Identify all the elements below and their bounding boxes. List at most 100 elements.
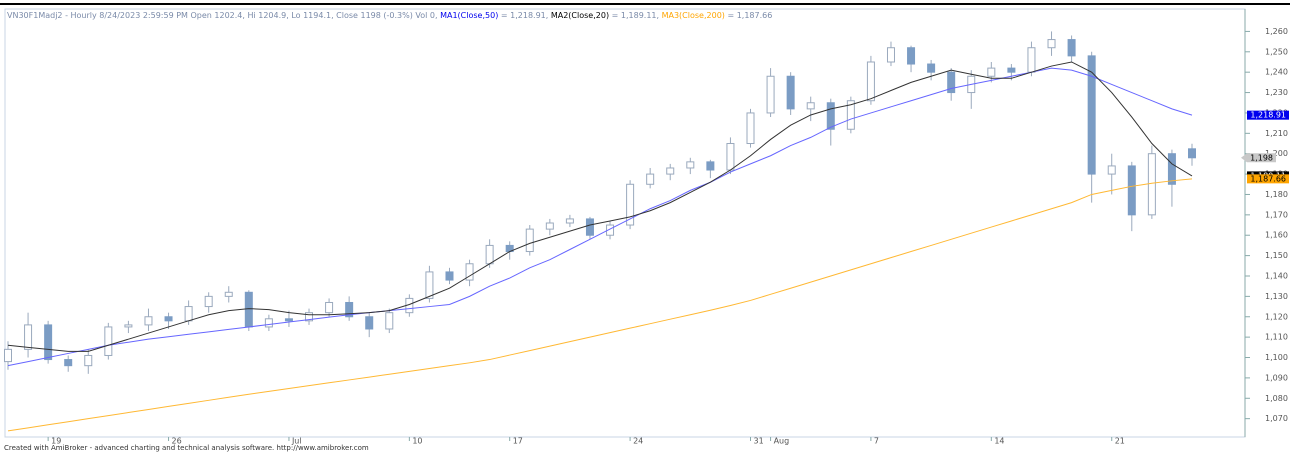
y-tick-label: 1,240 [1265,68,1288,77]
candle-body [124,324,133,328]
candle-body [325,301,334,314]
candle-body [465,263,474,281]
candle-body [746,112,755,145]
y-tick-label: 1,070 [1265,414,1288,423]
candle-body [84,354,93,367]
candle-body [184,306,193,322]
header-separator: , [657,11,662,20]
header-gap: , [435,11,440,20]
candle-body [886,47,895,63]
x-tick-label: Aug [774,437,790,446]
ma-line [7,61,1193,352]
candle-body [866,61,875,102]
ma-line [7,178,1193,432]
candle-body [987,67,996,77]
ma-marker [1247,174,1289,184]
x-tick-label: 14 [994,437,1004,446]
candle-body [385,312,394,330]
candle-body [224,291,233,297]
y-tick-label: 1,130 [1265,292,1288,301]
header-separator: , [546,11,551,20]
candle-body [24,324,33,350]
candle-body [726,143,735,171]
legend-value: 1,187.66 [737,11,773,20]
candle-body [565,218,574,224]
candle-body [545,222,554,230]
legend-value: 1,218.91 [510,11,546,20]
candle-body [1087,55,1096,175]
candle-body [305,312,314,322]
x-tick-label: 17 [513,437,523,446]
footer: Created with AmiBroker - advanced charti… [4,444,369,452]
candle-body [766,75,775,114]
y-tick-label: 1,080 [1265,394,1288,403]
candle-body [204,295,213,308]
candle-body [144,316,153,326]
candle-body [445,271,454,281]
candle-body [1147,153,1156,216]
close-marker-label: 1,198 [1250,153,1273,162]
y-tick-label: 1,140 [1265,271,1288,280]
candle-body [786,75,795,110]
candle-body [846,100,855,130]
candle-body [1107,165,1116,175]
candle-body [264,318,273,328]
ma-marker-label: 1,187.66 [1250,174,1286,183]
header-title: VN30F1Madj2 - Hourly 8/24/2023 2:59:59 P… [7,11,435,20]
candle-body [1007,67,1016,73]
x-tick-label: 24 [633,437,643,446]
y-tick-label: 1,180 [1265,190,1288,199]
y-tick-label: 1,090 [1265,373,1288,382]
candle-body [485,244,494,265]
candle-body [1188,148,1196,159]
header-separator: = [725,11,737,20]
ma-marker [1247,110,1289,120]
candle-body [626,183,635,226]
y-tick-label: 1,210 [1265,129,1288,138]
candle-body [1127,165,1136,216]
legend-value: 1,189.11 [621,11,657,20]
y-tick-label: 1,100 [1265,353,1288,362]
candle-body [244,291,253,328]
candle-body [907,47,916,65]
candle-body [666,167,675,175]
candle-body [365,316,374,330]
candle-body [585,218,594,236]
candle-body [927,63,936,73]
x-tick-label: 7 [874,437,879,446]
candle-body [1167,153,1176,185]
close-marker [1241,153,1276,163]
candle-body [345,301,354,318]
candle-body [646,173,655,185]
ma-marker-label: 1,218.91 [1250,111,1286,120]
candle-body [947,71,956,94]
chart-header: VN30F1Madj2 - Hourly 8/24/2023 2:59:59 P… [7,11,772,20]
candle-body [1027,47,1036,73]
plot-frame [4,8,1246,438]
candle-body [806,102,815,110]
header-separator: = [498,11,510,20]
y-tick-label: 1,260 [1265,27,1288,36]
candle-body [4,348,12,363]
header-separator: = [609,11,621,20]
candle-body [425,271,434,299]
x-tick-label: 19 [51,437,61,446]
y-tick-label: 1,150 [1265,251,1288,260]
candle-body [706,161,715,171]
candle-body [1047,39,1056,49]
x-tick-label: 26 [172,437,182,446]
candle-body [606,224,615,236]
y-tick-label: 1,110 [1265,333,1288,342]
legend-name: MA2(Close,20) [551,11,609,20]
candle-body [44,324,53,361]
y-tick-label: 1,170 [1265,210,1288,219]
y-tick-label: 1,230 [1265,88,1288,97]
x-tick-label: 10 [412,437,422,446]
candle-body [104,326,113,356]
y-tick-label: 1,120 [1265,312,1288,321]
legend-name: MA3(Close,200) [662,11,725,20]
ma-line [7,67,1193,367]
candle-body [686,161,695,169]
x-tick-label: 31 [754,437,764,446]
legend-name: MA1(Close,50) [440,11,498,20]
